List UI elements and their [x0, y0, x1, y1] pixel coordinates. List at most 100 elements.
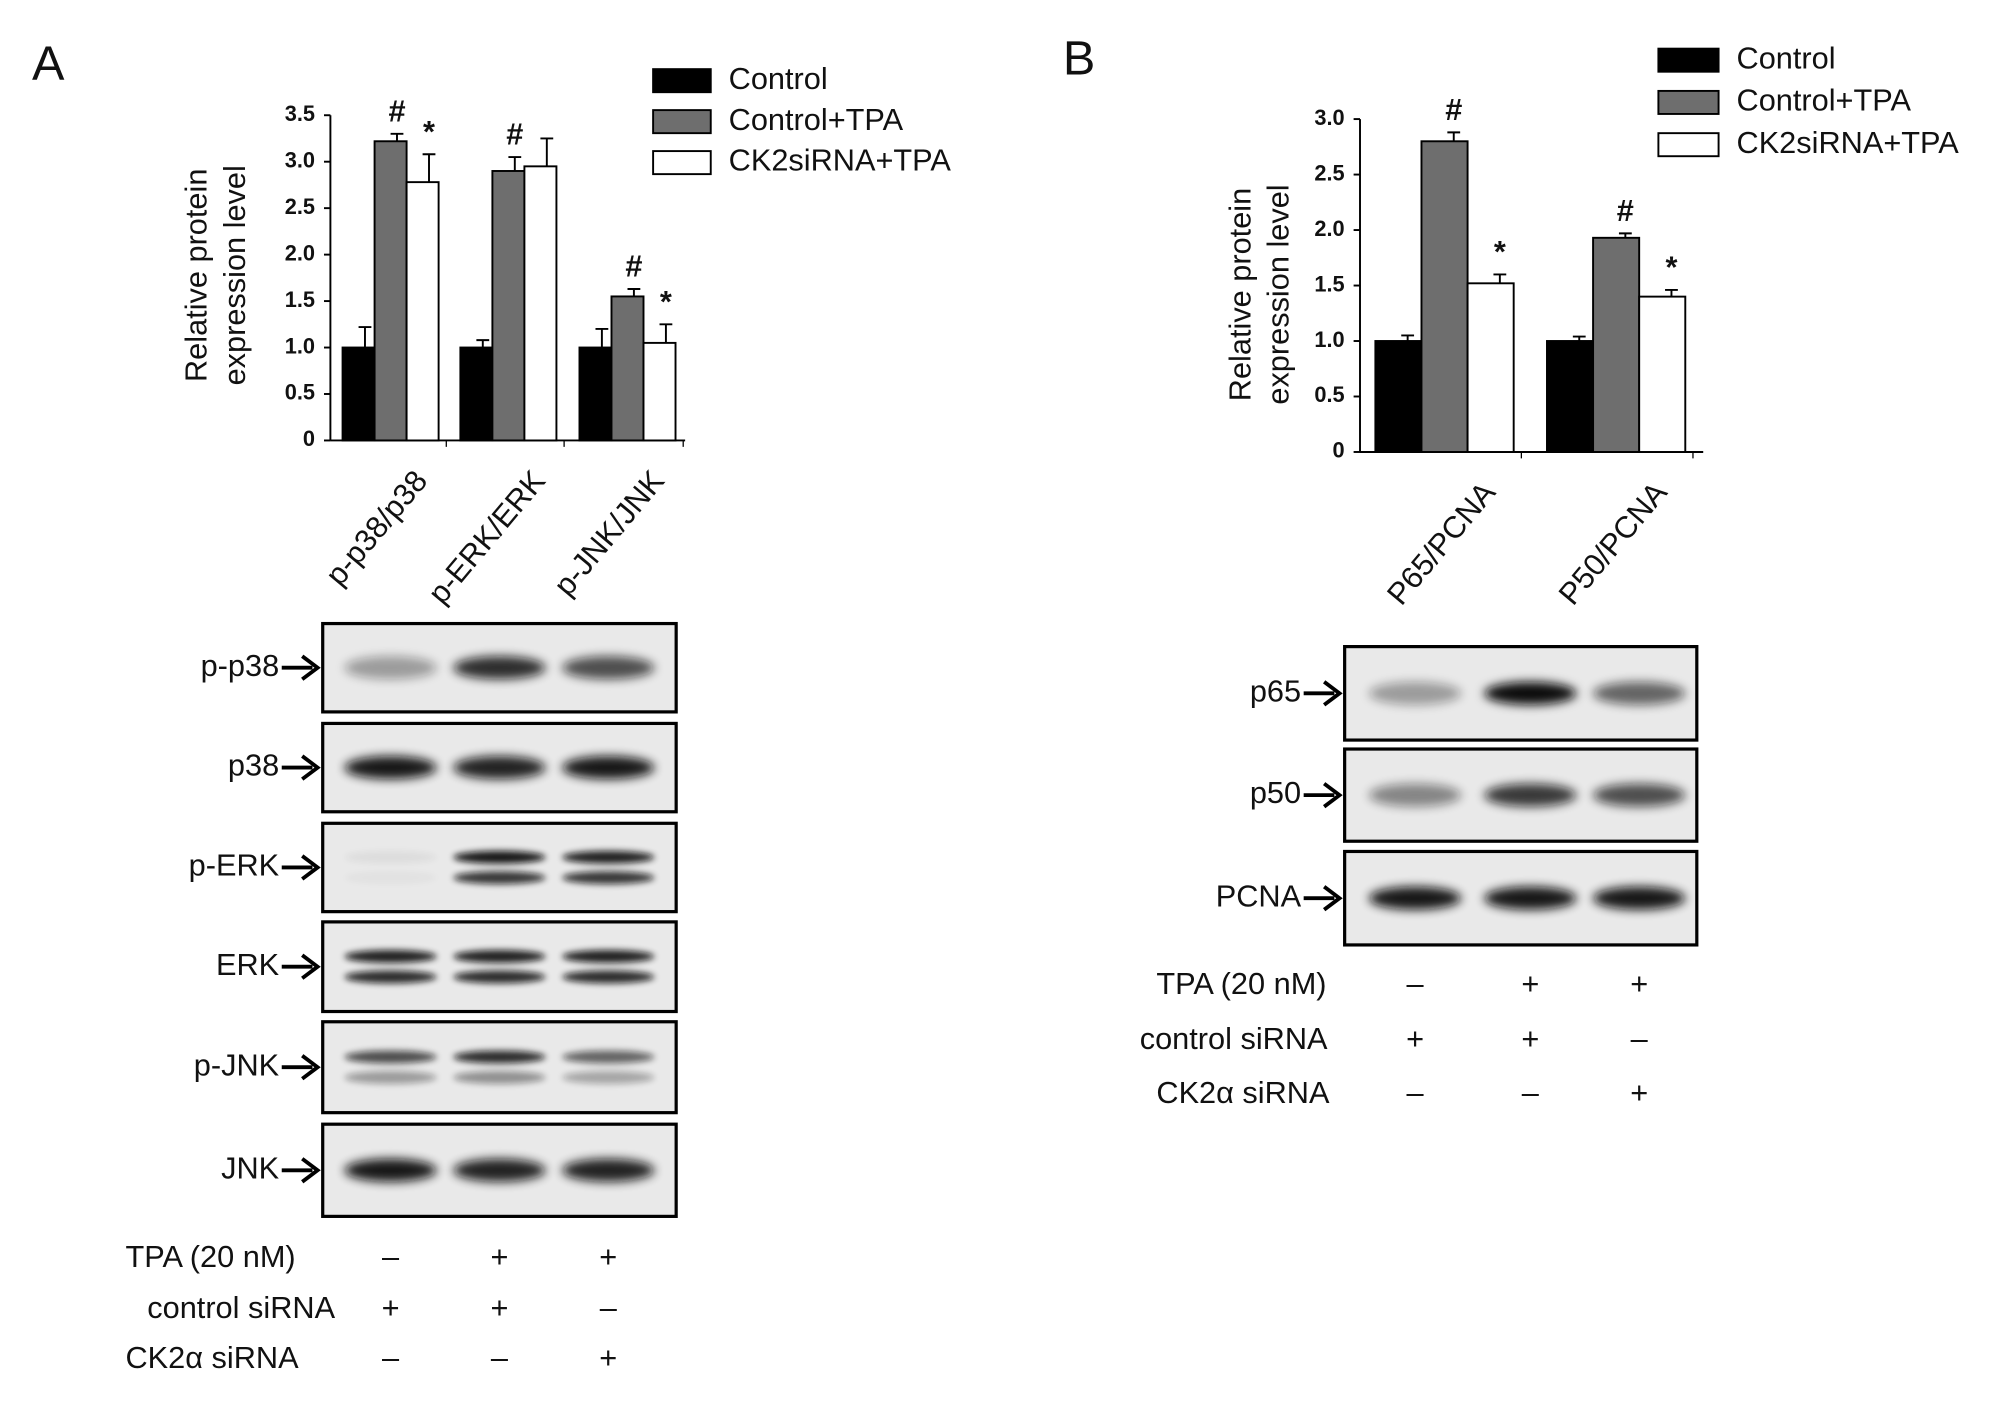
blot-band: [344, 871, 436, 884]
blot-band: [453, 871, 546, 885]
blot-band: [1484, 681, 1577, 705]
legend-label: CK2siRNA+TPA: [1737, 125, 1960, 160]
legend-label: Control: [729, 61, 828, 96]
blot-band: [1368, 783, 1462, 807]
blot-frame: [321, 1020, 678, 1115]
panel-label: B: [1063, 31, 1095, 85]
error-bar: [1401, 334, 1415, 342]
arrow-head: [1323, 782, 1343, 809]
y-tick-label: 1.5: [1314, 271, 1344, 296]
y-tick-label: 3.0: [285, 147, 315, 172]
y-tick-label: 0: [1333, 438, 1345, 463]
significance-mark: *: [1494, 234, 1506, 269]
error-bar: [358, 326, 372, 348]
error-bar: [540, 137, 554, 167]
y-tick-label: 3.5: [285, 101, 315, 126]
bar: [578, 346, 613, 442]
error-bar: [1618, 232, 1632, 238]
condition-label: TPA (20 nM): [1156, 966, 1326, 1001]
blot-band: [453, 950, 546, 963]
bar: [1420, 140, 1469, 453]
significance-mark: #: [388, 93, 405, 128]
bar: [459, 346, 494, 442]
arrow-head: [301, 1054, 321, 1081]
blot-band: [1593, 681, 1686, 705]
bar: [1546, 340, 1595, 453]
y-tick-label: 1.0: [1314, 327, 1344, 352]
blot-band: [562, 950, 655, 963]
protein-label: JNK: [221, 1150, 280, 1185]
error-bar: [422, 153, 436, 183]
protein-label: p50: [1250, 775, 1301, 810]
blot-frame: [321, 821, 678, 914]
x-tick-label: p-ERK/ERK: [421, 463, 552, 610]
arrow-head: [301, 953, 321, 980]
significance-mark: *: [423, 114, 435, 149]
legend-label: Control+TPA: [1737, 83, 1912, 118]
condition-sign: +: [599, 1239, 617, 1274]
condition-sign: +: [1521, 1021, 1539, 1056]
blot-band: [453, 970, 546, 984]
error-bar: [627, 288, 641, 297]
legend-swatch: [652, 150, 712, 176]
arrow-head: [1323, 680, 1343, 707]
blot-band: [562, 871, 655, 885]
blot-band: [1368, 886, 1462, 910]
arrow-head: [301, 854, 321, 881]
arrow-head: [301, 1157, 321, 1184]
protein-label: PCNA: [1216, 878, 1302, 913]
protein-label: p38: [228, 748, 279, 783]
blot-band: [453, 850, 546, 864]
blot-band: [453, 1050, 546, 1064]
blot-band: [1484, 783, 1577, 807]
significance-mark: #: [625, 249, 642, 284]
significance-mark: *: [1665, 250, 1677, 285]
protein-label: p-JNK: [194, 1047, 280, 1082]
condition-label: TPA (20 nM): [126, 1239, 296, 1274]
error-bar: [1572, 335, 1586, 342]
bar: [523, 165, 558, 442]
condition-sign: –: [1407, 966, 1425, 1001]
bar: [1592, 236, 1641, 453]
error-bar: [1665, 289, 1678, 297]
y-tick-label: 0: [303, 426, 315, 451]
protein-label: p65: [1250, 673, 1301, 708]
legend-swatch: [1657, 132, 1720, 158]
y-tick-label: 1.0: [285, 333, 315, 358]
bar: [1374, 340, 1423, 453]
condition-label: control siRNA: [1140, 1021, 1328, 1056]
error-bar: [508, 156, 522, 171]
error-bar: [659, 323, 673, 343]
error-bar: [595, 327, 609, 348]
protein-label: p-ERK: [189, 848, 280, 883]
blot-band: [562, 850, 655, 864]
error-bar: [390, 132, 404, 142]
blot-band: [453, 756, 546, 780]
error-bar: [1493, 273, 1507, 284]
condition-sign: +: [490, 1290, 508, 1325]
bar: [642, 341, 677, 442]
y-tick-label: 2.0: [285, 240, 315, 265]
y-axis-label: expression level: [217, 165, 252, 385]
condition-sign: –: [1407, 1075, 1425, 1110]
error-bar: [476, 339, 490, 348]
blot-band: [344, 656, 437, 680]
y-tick-label: 0.5: [1314, 382, 1344, 407]
condition-sign: –: [382, 1340, 400, 1375]
condition-sign: +: [599, 1340, 617, 1375]
protein-label: p-p38: [201, 648, 280, 683]
blot-band: [344, 1050, 437, 1064]
significance-mark: #: [1445, 92, 1462, 127]
blot-band: [562, 1050, 655, 1064]
blot-band: [344, 970, 437, 984]
condition-sign: +: [382, 1290, 400, 1325]
legend-swatch: [1657, 89, 1720, 115]
panel-label: A: [32, 36, 65, 90]
blot-band: [562, 970, 655, 984]
blot-band: [562, 656, 655, 680]
condition-sign: –: [600, 1290, 618, 1325]
blot-band: [562, 1071, 655, 1084]
y-tick-label: 2.5: [285, 194, 315, 219]
